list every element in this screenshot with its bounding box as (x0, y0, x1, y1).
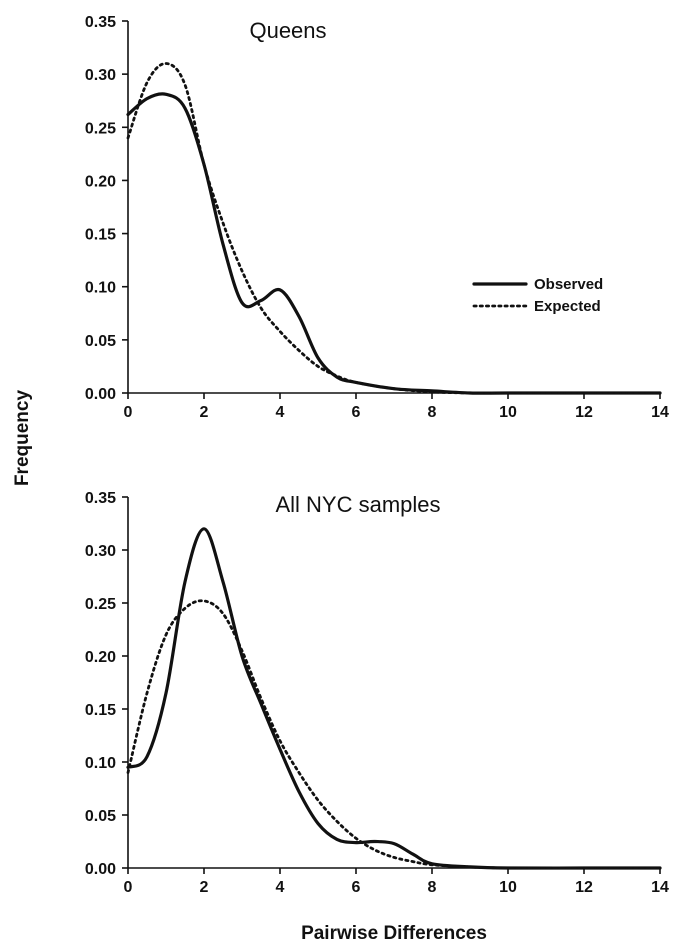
x-tick-label: 14 (651, 404, 669, 421)
y-tick-label: 0.25 (85, 120, 116, 137)
legend-label-expected: Expected (534, 298, 601, 315)
y-tick-label: 0.20 (85, 649, 116, 666)
x-tick-label: 8 (428, 879, 437, 896)
x-tick-label: 14 (651, 879, 669, 896)
series-expected-line (126, 62, 662, 395)
x-tick-label: 8 (428, 404, 437, 421)
y-tick-label: 0.20 (85, 173, 116, 190)
x-tick-label: 2 (200, 879, 209, 896)
legend: Observed Expected (472, 276, 603, 315)
x-tick-label: 6 (352, 404, 361, 421)
x-tick-label: 4 (276, 879, 285, 896)
x-axis-label: Pairwise Differences (301, 923, 487, 944)
series-observed-line (126, 92, 662, 395)
y-axis-label: Frequency (12, 390, 33, 487)
series-expected-line (126, 599, 662, 870)
x-tick-label: 4 (276, 404, 285, 421)
x-tick-label: 0 (124, 879, 133, 896)
x-tick-label: 12 (575, 404, 593, 421)
panel-title: Queens (249, 18, 326, 43)
x-tick-label: 2 (200, 404, 209, 421)
legend-label-observed: Observed (534, 276, 603, 293)
y-tick-label: 0.30 (85, 67, 116, 84)
y-tick-label: 0.00 (85, 386, 116, 403)
x-tick-label: 0 (124, 404, 133, 421)
y-tick-label: 0.10 (85, 280, 116, 297)
y-tick-label: 0.00 (85, 861, 116, 878)
y-tick-label: 0.35 (85, 490, 116, 507)
y-tick-label: 0.30 (85, 543, 116, 560)
x-tick-label: 12 (575, 879, 593, 896)
panel-title: All NYC samples (275, 492, 440, 517)
y-tick-label: 0.15 (85, 227, 116, 244)
series-observed-line (126, 527, 662, 870)
x-tick-label: 6 (352, 879, 361, 896)
y-tick-label: 0.05 (85, 333, 116, 350)
x-tick-label: 10 (499, 404, 517, 421)
panel-all-nyc: All NYC samples 0.00 0.05 0.10 0.15 0.20 0.25 0… (85, 490, 669, 896)
y-tick-label: 0.05 (85, 808, 116, 825)
y-tick-label: 0.15 (85, 702, 116, 719)
y-tick-label: 0.10 (85, 755, 116, 772)
y-tick-label: 0.25 (85, 596, 116, 613)
y-tick-label: 0.35 (85, 14, 116, 31)
x-tick-label: 10 (499, 879, 517, 896)
panel-queens: Queens 0.00 0.05 0.10 0.15 0.20 0.25 0.30 0.35 0 2… (85, 14, 669, 421)
